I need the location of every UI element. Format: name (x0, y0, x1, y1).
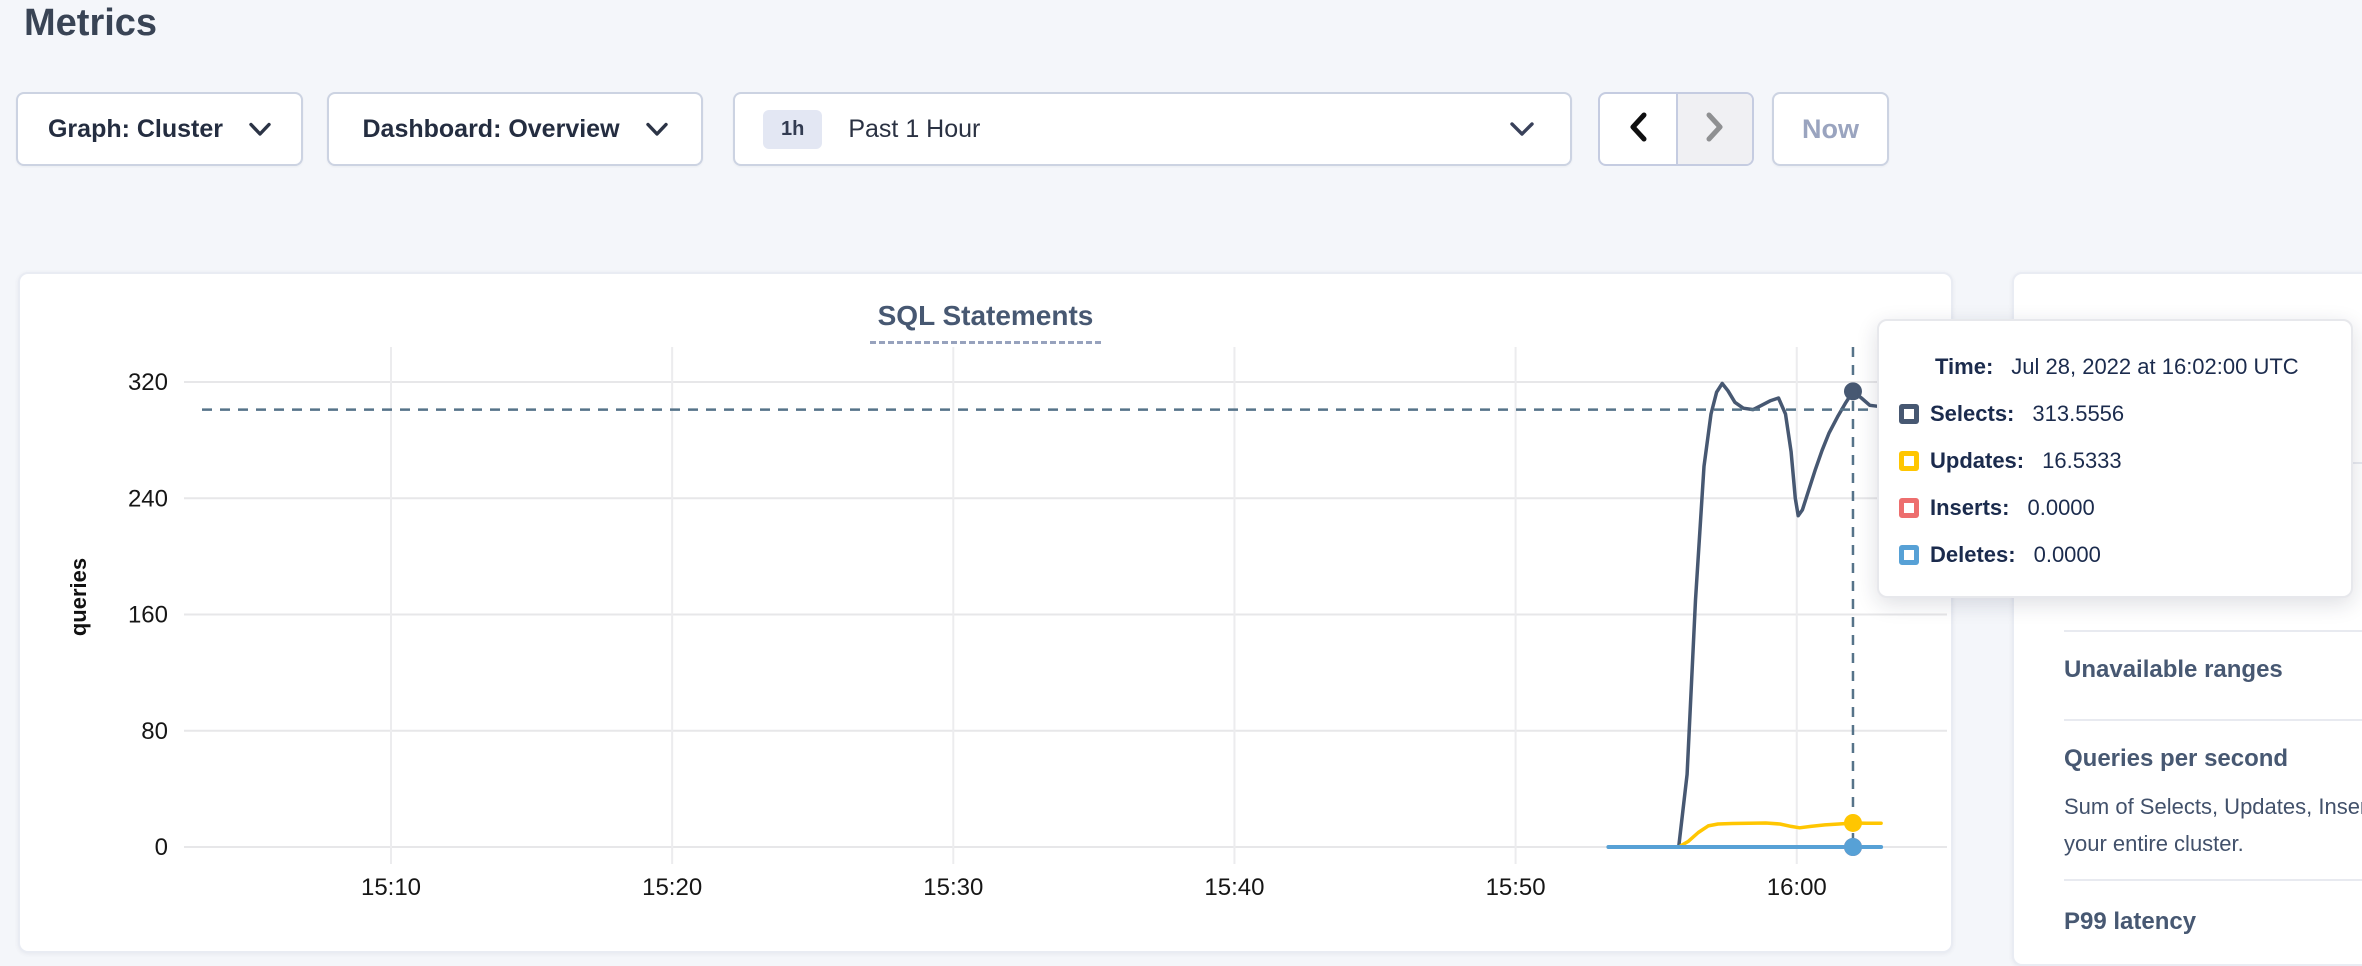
tooltip-time-row: Time: Jul 28, 2022 at 16:02:00 UTC (1879, 343, 2351, 390)
tooltip-time-value: Jul 28, 2022 at 16:02:00 UTC (2011, 353, 2299, 379)
sidebar-heading-unavailable-ranges: Unavailable ranges (2064, 656, 2283, 683)
tooltip-series-value: 16.5333 (2042, 447, 2122, 473)
sidebar-divider (2064, 719, 2362, 721)
y-tick-label: 0 (155, 834, 168, 861)
series-line-selects (1606, 381, 1883, 849)
y-tick-label: 80 (141, 718, 168, 745)
x-tick-label: 15:50 (1486, 874, 1546, 901)
dashboard-dropdown[interactable]: Dashboard: Overview (327, 92, 703, 166)
hover-dot-deletes (1843, 838, 1862, 856)
x-tick-label: 15:30 (923, 874, 983, 901)
tooltip-series-value: 0.0000 (2027, 494, 2095, 520)
time-range-selector[interactable]: 1h Past 1 Hour (733, 92, 1572, 166)
series-color-swatch (1899, 450, 1919, 471)
chevron-down-icon (249, 122, 271, 137)
series-line-updates (1606, 821, 1883, 849)
sidebar-heading-p99-latency: P99 latency (2064, 908, 2197, 935)
sql-statements-chart-card: SQL Statements 0 80 160 240 320 15:10 15:20 15:… (18, 272, 1953, 953)
time-range-badge: 1h (763, 109, 823, 149)
tooltip-row-inserts: Inserts: 0.0000 (1879, 484, 2351, 531)
chart-hover-tooltip: Time: Jul 28, 2022 at 16:02:00 UTC Selec… (1877, 319, 2353, 598)
hover-dot-updates (1843, 813, 1862, 832)
sidebar-description: Sum of Selects, Updates, Inser your enti… (2064, 788, 2362, 862)
tooltip-row-deletes: Deletes: 0.0000 (1879, 531, 2351, 578)
dashboard-dropdown-label: Dashboard: Overview (362, 114, 620, 143)
y-tick-label: 160 (128, 602, 168, 629)
prev-time-button[interactable] (1600, 94, 1676, 164)
graph-dropdown[interactable]: Graph: Cluster (16, 92, 303, 166)
now-button[interactable]: Now (1772, 92, 1889, 166)
chevron-left-icon (1628, 111, 1648, 148)
chevron-down-icon (1510, 121, 1534, 137)
series-color-swatch (1899, 403, 1919, 424)
time-nav-arrows (1598, 92, 1754, 166)
series-color-swatch (1899, 544, 1919, 565)
tooltip-series-label: Deletes: (1930, 541, 2016, 567)
tooltip-series-value: 0.0000 (2033, 541, 2101, 567)
x-tick-label: 15:10 (361, 874, 421, 901)
time-range-label: Past 1 Hour (848, 114, 981, 143)
x-tick-label: 15:40 (1204, 874, 1264, 901)
tooltip-series-label: Selects: (1930, 400, 2015, 426)
y-axis-label: queries (66, 558, 91, 636)
sql-statements-chart[interactable]: 0 80 160 240 320 15:10 15:20 15:30 15:40 15:50 16:… (20, 274, 1955, 955)
tooltip-row-selects: Selects: 313.5556 (1879, 390, 2351, 437)
chart-title-wrap: SQL Statements (20, 300, 1951, 344)
tooltip-series-label: Inserts: (1930, 494, 2010, 520)
graph-dropdown-label: Graph: Cluster (47, 114, 224, 143)
tooltip-series-rows: Selects: 313.5556 Updates: 16.5333 Inserts: 0… (1879, 390, 2351, 578)
sidebar-description-line2: your entire cluster. (2064, 831, 2244, 856)
sidebar-description-line1: Sum of Selects, Updates, Inser (2064, 794, 2362, 819)
sidebar-divider (2064, 879, 2362, 881)
page-title: Metrics (24, 2, 158, 44)
y-tick-label: 320 (128, 369, 168, 396)
y-tick-label: 240 (128, 485, 168, 512)
tooltip-series-label: Updates: (1930, 447, 2025, 473)
tooltip-series-value: 313.5556 (2032, 400, 2125, 426)
chevron-down-icon (645, 122, 668, 137)
x-tick-label: 16:00 (1767, 874, 1827, 901)
hover-dot-selects (1843, 382, 1862, 401)
next-time-button[interactable] (1676, 94, 1752, 164)
x-tick-label: 15:20 (642, 874, 702, 901)
sidebar-divider (2064, 630, 2362, 632)
chart-title[interactable]: SQL Statements (869, 300, 1102, 344)
tooltip-time-label: Time: (1935, 353, 1994, 379)
chevron-right-icon (1705, 111, 1725, 148)
series-color-swatch (1899, 497, 1919, 518)
sidebar-heading-queries-per-second: Queries per second (2064, 745, 2289, 772)
tooltip-row-updates: Updates: 16.5333 (1879, 437, 2351, 484)
